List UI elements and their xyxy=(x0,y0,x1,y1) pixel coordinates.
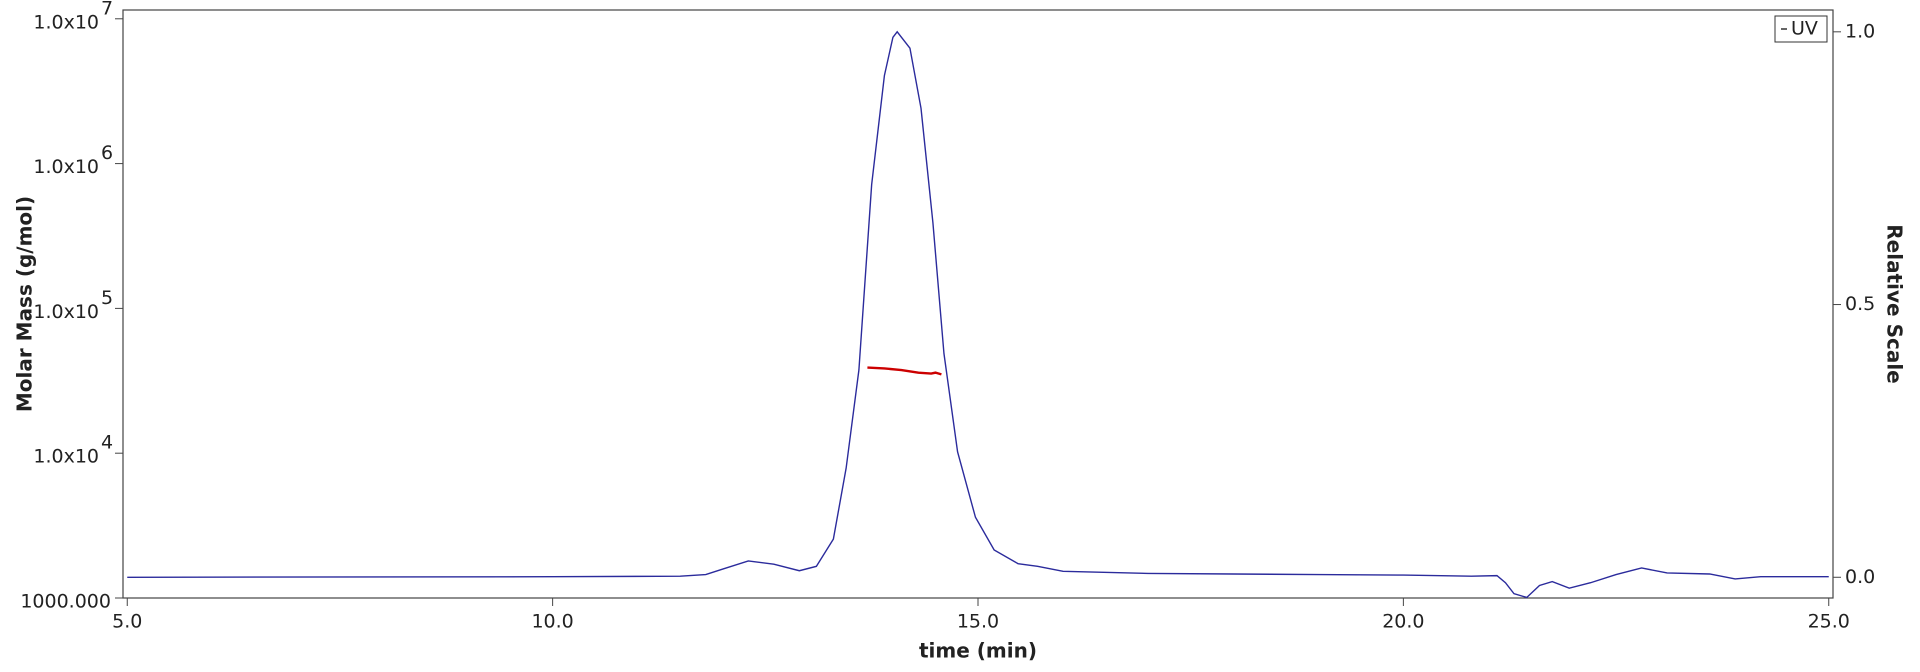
y-axis-label: Molar Mass (g/mol) xyxy=(13,196,37,412)
y2-tick-label: 1.0 xyxy=(1845,20,1875,42)
x-axis-label: time (min) xyxy=(919,639,1037,663)
legend: UV xyxy=(1774,15,1828,43)
y-tick-exponent: 4 xyxy=(101,432,113,454)
y2-axis-label: Relative Scale xyxy=(1883,224,1907,383)
x-tick-label: 10.0 xyxy=(531,611,573,633)
x-tick-label: 25.0 xyxy=(1808,611,1850,633)
y-tick-exponent: 5 xyxy=(101,287,113,309)
y-tick-exponent: 7 xyxy=(101,0,113,19)
plot-frame xyxy=(122,9,1834,599)
y2-tick-label: 0.5 xyxy=(1845,293,1875,315)
legend-label: UV xyxy=(1791,18,1818,40)
series-line xyxy=(867,366,942,376)
x-tick-label: 5.0 xyxy=(112,611,142,633)
y-tick-label: 1.0x10 xyxy=(33,11,99,33)
y-tick-label: 1000.000 xyxy=(20,591,111,613)
y-tick-label: 1.0x10 xyxy=(33,446,99,468)
x-tick-label: 20.0 xyxy=(1382,611,1424,633)
series-line xyxy=(127,30,1829,599)
y2-tick-label: 0.0 xyxy=(1845,566,1875,588)
x-tick-label: 15.0 xyxy=(957,611,999,633)
y-tick-label: 1.0x10 xyxy=(33,301,99,323)
y-tick-label: 1.0x10 xyxy=(33,156,99,178)
y-tick-exponent: 6 xyxy=(101,142,113,164)
